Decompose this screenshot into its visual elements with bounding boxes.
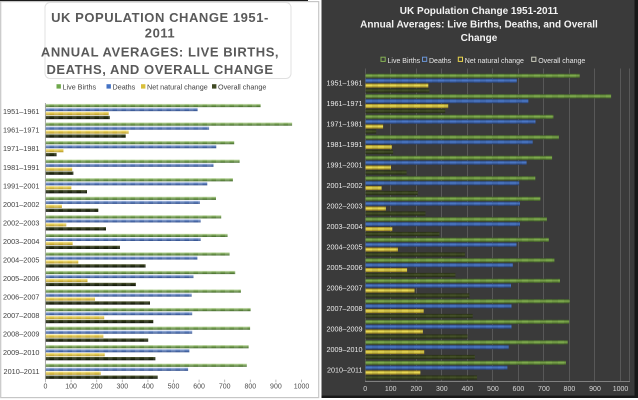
svg-text:1991–2001: 1991–2001 xyxy=(3,181,40,190)
svg-text:1971–1981: 1971–1981 xyxy=(3,144,40,153)
svg-text:2009–2010: 2009–2010 xyxy=(3,348,40,357)
svg-text:Live Births: Live Births xyxy=(63,82,97,91)
svg-text:2003–2004: 2003–2004 xyxy=(327,222,363,231)
svg-text:2002–2003: 2002–2003 xyxy=(3,218,40,227)
svg-text:ANNUAL AVERAGES: LIVE BIRTHS,: ANNUAL AVERAGES: LIVE BIRTHS, xyxy=(41,45,279,60)
svg-text:500: 500 xyxy=(487,386,499,393)
svg-text:1981–1991: 1981–1991 xyxy=(3,163,40,172)
svg-text:1951–1961: 1951–1961 xyxy=(327,79,363,88)
svg-text:900: 900 xyxy=(589,386,601,393)
svg-text:Change: Change xyxy=(461,33,498,44)
svg-text:0: 0 xyxy=(44,384,48,391)
svg-text:300: 300 xyxy=(436,386,448,393)
svg-text:Deaths: Deaths xyxy=(113,82,136,91)
svg-text:2004–2005: 2004–2005 xyxy=(3,256,40,265)
svg-text:300: 300 xyxy=(116,384,128,391)
svg-text:2007–2008: 2007–2008 xyxy=(3,311,40,320)
svg-text:DEATHS, AND OVERALL CHANGE: DEATHS, AND OVERALL CHANGE xyxy=(46,62,273,77)
svg-text:2002–2003: 2002–2003 xyxy=(327,202,363,211)
svg-text:2005–2006: 2005–2006 xyxy=(327,263,363,272)
svg-text:UK POPULATION CHANGE 1951-: UK POPULATION CHANGE 1951- xyxy=(51,10,269,25)
svg-text:2005–2006: 2005–2006 xyxy=(3,274,40,283)
svg-text:2011: 2011 xyxy=(145,26,175,41)
svg-text:900: 900 xyxy=(270,384,282,391)
svg-text:1000: 1000 xyxy=(294,384,310,391)
svg-text:200: 200 xyxy=(91,384,103,391)
svg-text:800: 800 xyxy=(244,384,256,391)
svg-text:2004–2005: 2004–2005 xyxy=(327,243,363,252)
svg-text:2006–2007: 2006–2007 xyxy=(327,284,363,293)
svg-text:2006–2007: 2006–2007 xyxy=(3,293,40,302)
svg-text:400: 400 xyxy=(142,384,154,391)
svg-text:1961–1971: 1961–1971 xyxy=(3,126,40,135)
svg-text:700: 700 xyxy=(538,386,550,393)
svg-text:Annual Averages: Live Births,: Annual Averages: Live Births, Deaths, an… xyxy=(360,20,598,31)
svg-text:1971–1981: 1971–1981 xyxy=(327,120,363,129)
svg-text:2008–2009: 2008–2009 xyxy=(327,325,363,334)
svg-text:2001–2002: 2001–2002 xyxy=(327,181,363,190)
svg-text:100: 100 xyxy=(65,384,77,391)
svg-text:700: 700 xyxy=(219,384,231,391)
svg-text:100: 100 xyxy=(385,386,397,393)
svg-text:800: 800 xyxy=(564,386,576,393)
svg-text:600: 600 xyxy=(193,384,205,391)
svg-text:Net natural change: Net natural change xyxy=(465,58,524,65)
svg-text:2009–2010: 2009–2010 xyxy=(327,345,363,354)
svg-text:2010–2011: 2010–2011 xyxy=(4,367,40,376)
svg-text:Live Births: Live Births xyxy=(388,58,421,65)
svg-text:1981–1991: 1981–1991 xyxy=(327,140,363,149)
svg-text:Net natural change: Net natural change xyxy=(147,82,208,91)
svg-text:2001–2002: 2001–2002 xyxy=(3,200,40,209)
svg-text:1951–1961: 1951–1961 xyxy=(3,107,40,116)
svg-text:1991–2001: 1991–2001 xyxy=(327,161,363,170)
svg-text:Overall change: Overall change xyxy=(218,82,266,91)
svg-text:1000: 1000 xyxy=(613,386,629,393)
svg-text:2008–2009: 2008–2009 xyxy=(3,330,40,339)
svg-text:500: 500 xyxy=(168,384,180,391)
svg-text:1961–1971: 1961–1971 xyxy=(327,99,363,108)
svg-text:2010–2011: 2010–2011 xyxy=(327,366,362,375)
svg-text:200: 200 xyxy=(410,386,422,393)
svg-text:600: 600 xyxy=(513,386,525,393)
svg-text:2007–2008: 2007–2008 xyxy=(327,304,363,313)
svg-text:0: 0 xyxy=(363,386,367,393)
svg-text:Deaths: Deaths xyxy=(429,58,452,65)
svg-text:2003–2004: 2003–2004 xyxy=(3,237,40,246)
svg-text:400: 400 xyxy=(461,386,473,393)
svg-text:Overall change: Overall change xyxy=(538,58,585,65)
svg-text:UK Population Change 1951-2011: UK Population Change 1951-2011 xyxy=(400,6,559,17)
